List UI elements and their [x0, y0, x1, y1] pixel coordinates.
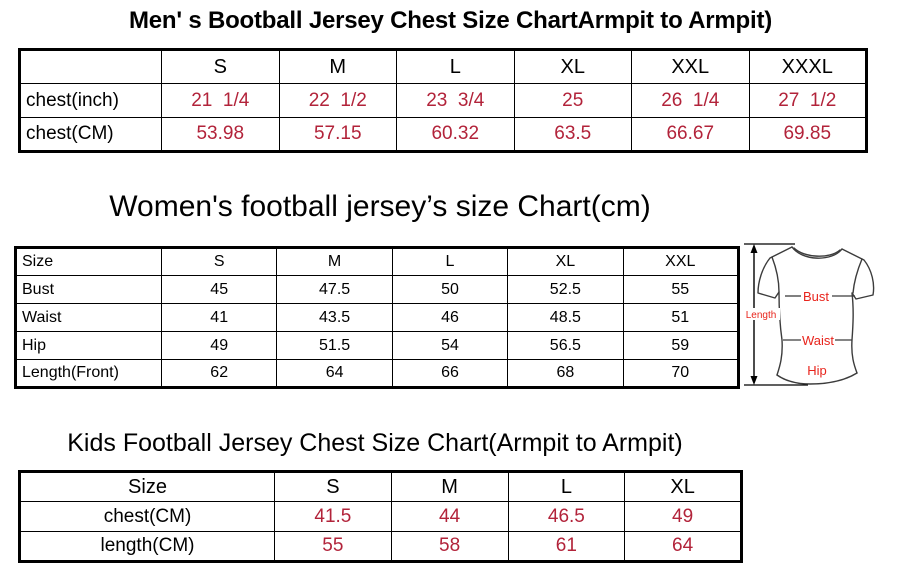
cell-value: 50: [391, 275, 509, 304]
cell-value: 69.85: [748, 117, 867, 152]
men-chart-title: Men' s Bootball Jersey Chest Size ChartA…: [128, 7, 773, 34]
col-header: L: [396, 49, 515, 84]
table-row: Length(Front) 62 64 66 68 70: [15, 359, 740, 388]
cell-value: 66: [391, 359, 509, 388]
cell-value: 60.32: [396, 117, 515, 152]
cell-value: 68: [507, 359, 624, 388]
cell-value: 66.67: [631, 117, 750, 152]
col-header: M: [278, 49, 397, 84]
cell-value: 61: [507, 531, 626, 562]
cell-value: 45: [160, 275, 278, 304]
tshirt-armhole-seam-right: [852, 258, 863, 294]
table-row: chest(inch) 21 1/4 22 1/2 23 3/4 25 26 1/4 27 …: [19, 83, 867, 118]
cell-value: 48.5: [507, 303, 624, 332]
table-row: length(CM) 55 58 61 64: [19, 531, 742, 562]
cell-value: 46: [391, 303, 509, 332]
arrow-up-icon: [750, 244, 758, 253]
table-row: Hip 49 51.5 54 56.5 59: [15, 331, 740, 360]
col-header: XL: [513, 49, 632, 84]
length-label: Length: [746, 310, 777, 321]
cell-value: 25: [513, 83, 632, 118]
row-label: Bust: [15, 275, 162, 304]
cell-value: 49: [624, 501, 742, 532]
cell-value: 58: [390, 531, 509, 562]
cell-value: 47.5: [276, 275, 393, 304]
col-header: XXL: [631, 49, 750, 84]
cell-value: 26 1/4: [631, 83, 750, 118]
cell-value: 44: [390, 501, 509, 532]
cell-value: 23 3/4: [396, 83, 515, 118]
cell-value: 64: [276, 359, 393, 388]
cell-value: 64: [624, 531, 742, 562]
col-header: XXXL: [748, 49, 867, 84]
women-size-table: Size S M L XL XXL Bust 45 47.5 50 52.5 55 Waist 41 43.…: [14, 246, 740, 389]
cell-value: 63.5: [513, 117, 632, 152]
table-row: chest(CM) 53.98 57.15 60.32 63.5 66.67 69.85: [19, 117, 867, 152]
col-header: [19, 49, 162, 84]
cell-value: 59: [622, 331, 740, 360]
cell-value: 56.5: [507, 331, 624, 360]
col-header: XL: [624, 471, 742, 502]
header-row: S M L XL XXL XXXL: [19, 49, 867, 84]
bust-label: Bust: [803, 289, 829, 304]
table-row: chest(CM) 41.5 44 46.5 49: [19, 501, 742, 532]
row-label: Waist: [15, 303, 162, 332]
col-header: L: [507, 471, 626, 502]
kids-size-table: Size S M L XL chest(CM) 41.5 44 46.5 49 length(CM)…: [18, 470, 743, 563]
men-size-table: S M L XL XXL XXXL chest(inch) 21 1/4 22 1/2 23 3/…: [18, 48, 868, 153]
cell-value: 46.5: [507, 501, 626, 532]
table-row: Waist 41 43.5 46 48.5 51: [15, 303, 740, 332]
col-header: S: [274, 471, 392, 502]
length-label-bg: [742, 308, 780, 320]
row-label: chest(CM): [19, 117, 162, 152]
waist-label: Waist: [802, 333, 834, 348]
row-label: chest(CM): [19, 501, 275, 532]
cell-value: 70: [622, 359, 740, 388]
arrow-down-icon: [750, 376, 758, 385]
tshirt-outline-right: [841, 248, 875, 374]
women-chart-title: Women's football jersey’s size Chart(cm): [109, 190, 651, 223]
col-header: Size: [19, 471, 275, 502]
header-row: Size S M L XL: [19, 471, 742, 502]
row-label: Hip: [15, 331, 162, 360]
cell-value: 22 1/2: [278, 83, 397, 118]
col-header: M: [276, 247, 393, 276]
cell-value: 41.5: [274, 501, 392, 532]
col-header: XXL: [622, 247, 740, 276]
cell-value: 51: [622, 303, 740, 332]
tshirt-neckline-inner: [793, 247, 841, 257]
row-label: Length(Front): [15, 359, 162, 388]
row-label: length(CM): [19, 531, 275, 562]
tshirt-measurement-diagram: Length Bust Waist Hip: [742, 243, 875, 386]
tshirt-hem: [776, 372, 858, 385]
header-row: Size S M L XL XXL: [15, 247, 740, 276]
cell-value: 27 1/2: [748, 83, 867, 118]
kids-chart-title: Kids Football Jersey Chest Size Chart(Ar…: [67, 429, 683, 457]
col-header: S: [161, 49, 280, 84]
cell-value: 21 1/4: [161, 83, 280, 118]
cell-value: 49: [160, 331, 278, 360]
cell-value: 55: [622, 275, 740, 304]
cell-value: 62: [160, 359, 278, 388]
cell-value: 41: [160, 303, 278, 332]
row-label: chest(inch): [19, 83, 162, 118]
tshirt-neckline-outer: [791, 246, 843, 259]
col-header: XL: [507, 247, 624, 276]
col-header: S: [160, 247, 278, 276]
col-header: M: [390, 471, 509, 502]
cell-value: 57.15: [278, 117, 397, 152]
hip-label: Hip: [807, 363, 827, 378]
col-header: Size: [15, 247, 162, 276]
tshirt-armhole-seam-left: [771, 256, 780, 293]
cell-value: 54: [391, 331, 509, 360]
cell-value: 53.98: [161, 117, 280, 152]
cell-value: 43.5: [276, 303, 393, 332]
cell-value: 51.5: [276, 331, 393, 360]
cell-value: 55: [274, 531, 392, 562]
table-row: Bust 45 47.5 50 52.5 55: [15, 275, 740, 304]
cell-value: 52.5: [507, 275, 624, 304]
col-header: L: [391, 247, 509, 276]
